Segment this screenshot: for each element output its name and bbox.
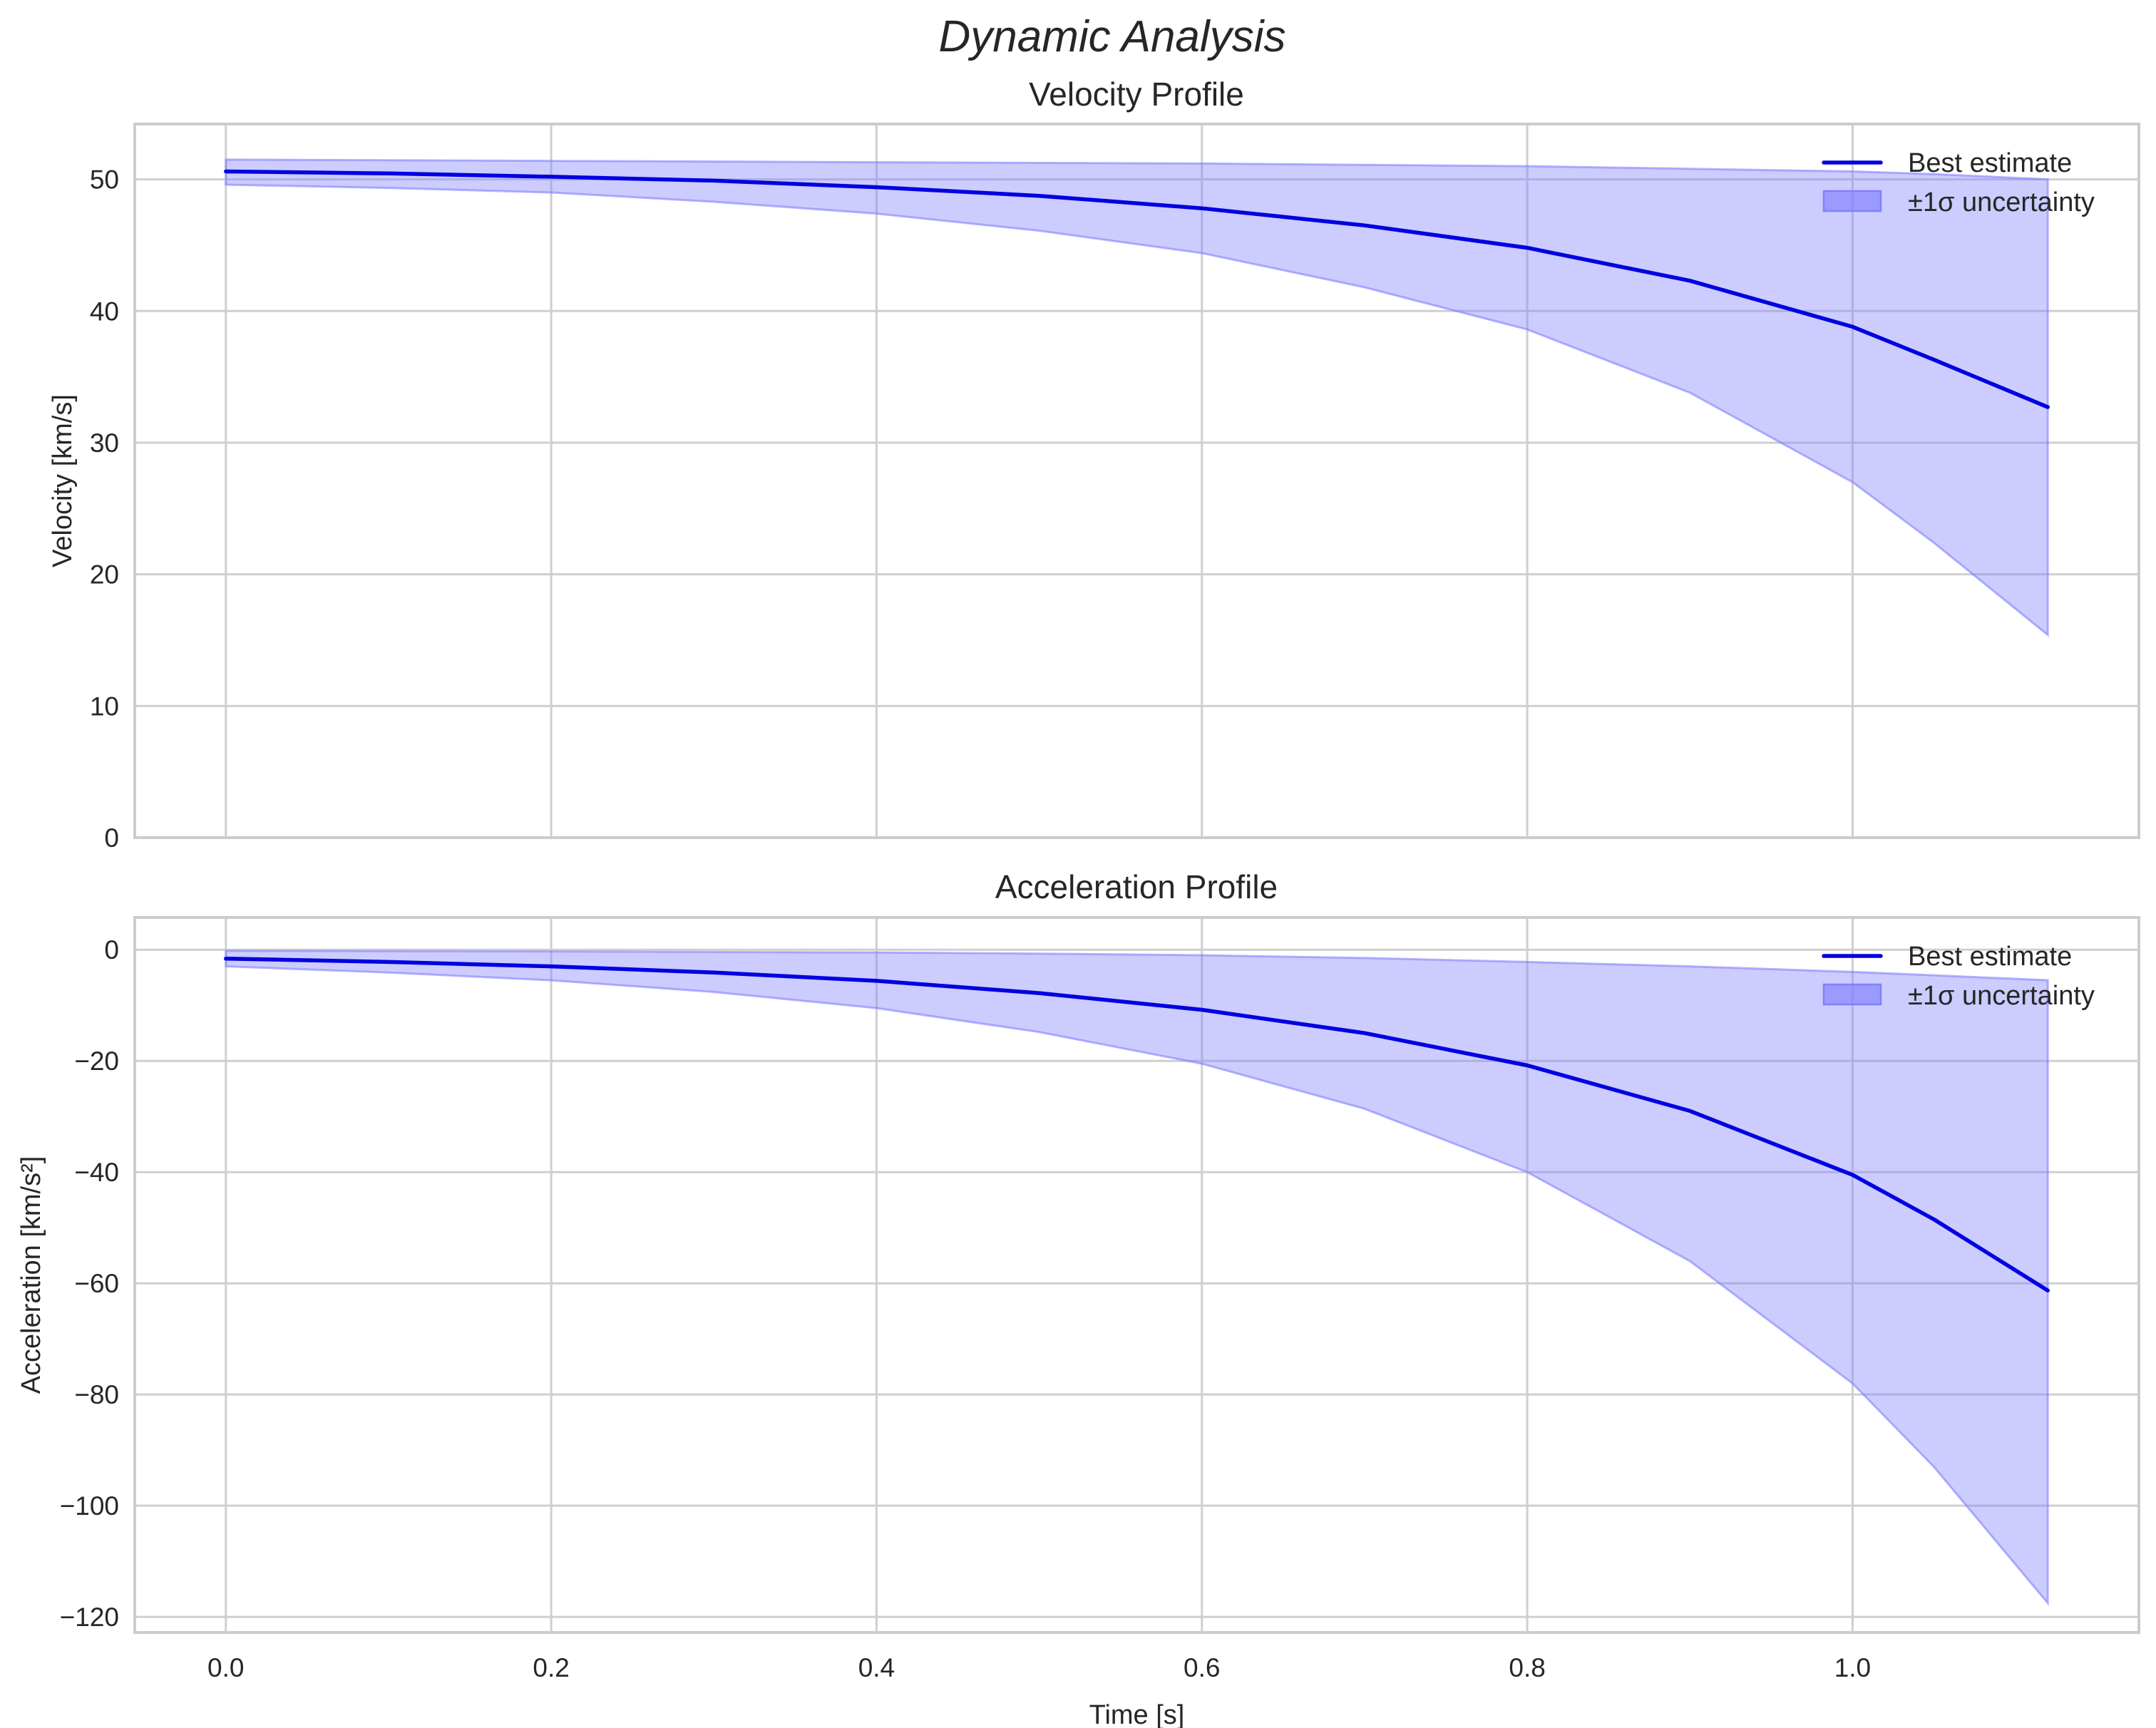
acceleration-x-ticks: 0.0 0.2 0.4 0.6 0.8 1.0 bbox=[207, 1653, 1871, 1682]
acceleration-legend: Best estimate ±1σ uncertainty bbox=[1822, 942, 2095, 1011]
legend-label-best-estimate: Best estimate bbox=[1908, 942, 2072, 972]
x-tick-label: 0.0 bbox=[207, 1653, 244, 1682]
x-tick-label: 0.2 bbox=[533, 1653, 569, 1682]
legend-band-swatch bbox=[1822, 190, 1882, 212]
velocity-legend: Best estimate ±1σ uncertainty bbox=[1822, 148, 2095, 217]
time-x-axis-label: Time [s] bbox=[1089, 1700, 1185, 1728]
y-tick-label: 20 bbox=[90, 560, 119, 590]
x-tick-label: 0.6 bbox=[1184, 1653, 1220, 1682]
acceleration-plot-area bbox=[224, 950, 2050, 1606]
y-tick-label: −20 bbox=[74, 1046, 119, 1076]
figure-suptitle: Dynamic Analysis bbox=[939, 12, 1286, 61]
best-estimate-line bbox=[224, 956, 2050, 1293]
y-tick-label: 40 bbox=[90, 297, 119, 326]
y-tick-label: −60 bbox=[74, 1269, 119, 1298]
velocity-subplot: Velocity Profile 0 10 20 30 40 50 Velocity [k… bbox=[48, 76, 2140, 853]
y-tick-label: 0 bbox=[104, 935, 119, 965]
velocity-axes-frame bbox=[133, 123, 2140, 839]
y-tick-label: 0 bbox=[104, 823, 119, 853]
velocity-y-ticks: 0 10 20 30 40 50 bbox=[90, 165, 119, 853]
x-tick-label: 1.0 bbox=[1834, 1653, 1871, 1682]
legend-band-swatch bbox=[1822, 983, 1882, 1006]
legend-label-uncertainty: ±1σ uncertainty bbox=[1908, 981, 2095, 1011]
velocity-y-axis-label: Velocity [km/s] bbox=[48, 394, 78, 567]
uncertainty-band bbox=[225, 950, 2049, 1606]
uncertainty-band bbox=[225, 158, 2049, 637]
legend-label-best-estimate: Best estimate bbox=[1908, 148, 2072, 178]
velocity-subplot-title: Velocity Profile bbox=[1029, 76, 1244, 113]
acceleration-y-axis-label: Acceleration [km/s²] bbox=[16, 1156, 46, 1394]
acceleration-axes-frame bbox=[133, 916, 2140, 1634]
legend-label-uncertainty: ±1σ uncertainty bbox=[1908, 187, 2095, 217]
y-tick-label: 30 bbox=[90, 428, 119, 458]
velocity-plot-area bbox=[224, 158, 2050, 637]
y-tick-label: −120 bbox=[60, 1603, 119, 1632]
best-estimate-line bbox=[224, 169, 2050, 409]
y-tick-label: −40 bbox=[74, 1158, 119, 1187]
x-tick-label: 0.8 bbox=[1509, 1653, 1545, 1682]
y-tick-label: 10 bbox=[90, 691, 119, 721]
acceleration-subplot-title: Acceleration Profile bbox=[995, 868, 1278, 905]
y-tick-label: −80 bbox=[74, 1380, 119, 1409]
x-tick-label: 0.4 bbox=[858, 1653, 895, 1682]
acceleration-grid bbox=[135, 917, 2139, 1632]
y-tick-label: −100 bbox=[60, 1491, 119, 1521]
y-tick-label: 50 bbox=[90, 165, 119, 195]
acceleration-y-ticks: 0 −20 −40 −60 −80 −100 −120 bbox=[60, 935, 119, 1632]
acceleration-subplot: Acceleration Profile 0 −20 −40 −60 −80 −100 −1… bbox=[16, 868, 2140, 1728]
